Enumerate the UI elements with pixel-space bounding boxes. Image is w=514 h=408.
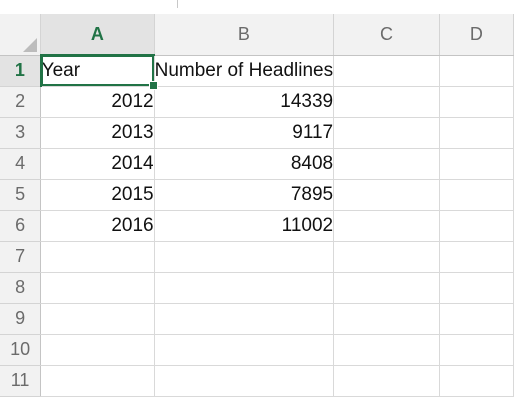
cell-c2[interactable] [333,86,440,118]
divider [177,0,178,8]
row-header[interactable]: 4 [0,148,42,180]
column-header-c[interactable]: C [333,14,440,56]
table-row: 11 [0,365,514,397]
table-row: 8 [0,272,514,304]
column-header-a[interactable]: A [40,14,155,56]
cell-d9[interactable] [439,303,514,335]
row-header[interactable]: 2 [0,86,42,118]
cell-d7[interactable] [439,241,514,273]
cell-b4[interactable]: 8408 [154,148,335,180]
table-row: 10 [0,334,514,366]
row-header[interactable]: 5 [0,179,42,211]
cell-b11[interactable] [154,365,335,397]
cell-a7[interactable] [40,241,155,273]
select-all-icon [23,37,38,52]
cell-d10[interactable] [439,334,514,366]
cell-d5[interactable] [439,179,514,211]
cell-d11[interactable] [439,365,514,397]
row-header[interactable]: 1 [0,55,42,87]
cell-d2[interactable] [439,86,514,118]
cell-a2[interactable]: 2012 [40,86,155,118]
sheet-grid: A B C D 1 Year Number of Headlines 2 201… [0,14,514,397]
row-header[interactable]: 8 [0,272,42,304]
row-header[interactable]: 10 [0,334,42,366]
cell-value: Year [41,59,81,81]
cell-c7[interactable] [333,241,440,273]
cell-d1[interactable] [439,55,514,87]
row-header[interactable]: 3 [0,117,42,149]
cell-a9[interactable] [40,303,155,335]
cell-d3[interactable] [439,117,514,149]
row-header[interactable]: 6 [0,210,42,242]
cell-b2[interactable]: 14339 [154,86,335,118]
cell-a4[interactable]: 2014 [40,148,155,180]
cell-b1[interactable]: Number of Headlines [154,55,335,87]
cell-d4[interactable] [439,148,514,180]
column-header-d[interactable]: D [439,14,514,56]
column-header-b[interactable]: B [154,14,335,56]
column-header-row: A B C D [0,14,514,56]
cell-c8[interactable] [333,272,440,304]
row-header[interactable]: 9 [0,303,42,335]
row-header[interactable]: 11 [0,365,42,397]
cell-a10[interactable] [40,334,155,366]
cell-d8[interactable] [439,272,514,304]
table-row: 6 2016 11002 [0,210,514,242]
cell-c4[interactable] [333,148,440,180]
cell-b3[interactable]: 9117 [154,117,335,149]
cell-c11[interactable] [333,365,440,397]
select-all-corner[interactable] [0,14,42,56]
table-row: 9 [0,303,514,335]
toolbar-edge [0,0,514,14]
cell-b5[interactable]: 7895 [154,179,335,211]
cell-b7[interactable] [154,241,335,273]
table-row: 7 [0,241,514,273]
table-row: 1 Year Number of Headlines [0,55,514,90]
cell-a8[interactable] [40,272,155,304]
cell-b10[interactable] [154,334,335,366]
table-row: 4 2014 8408 [0,148,514,180]
cell-c1[interactable] [333,55,440,87]
table-row: 2 2012 14339 [0,86,514,118]
cell-a11[interactable] [40,365,155,397]
cell-a5[interactable]: 2015 [40,179,155,211]
cell-b8[interactable] [154,272,335,304]
cell-a1[interactable]: Year [40,55,158,90]
cell-d6[interactable] [439,210,514,242]
cell-c3[interactable] [333,117,440,149]
table-row: 3 2013 9117 [0,117,514,149]
cell-a6[interactable]: 2016 [40,210,155,242]
cell-c9[interactable] [333,303,440,335]
cell-c6[interactable] [333,210,440,242]
cell-c5[interactable] [333,179,440,211]
cell-b6[interactable]: 11002 [154,210,335,242]
cell-c10[interactable] [333,334,440,366]
table-row: 5 2015 7895 [0,179,514,211]
fill-handle[interactable] [148,80,158,90]
row-header[interactable]: 7 [0,241,42,273]
cell-a3[interactable]: 2013 [40,117,155,149]
cell-b9[interactable] [154,303,335,335]
